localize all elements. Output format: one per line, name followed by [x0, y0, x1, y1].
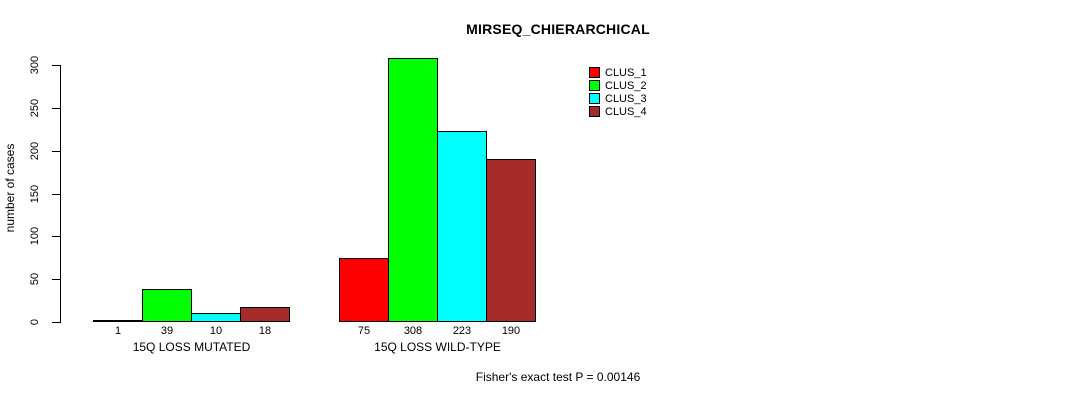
bar-CLUS_1	[93, 320, 143, 322]
bar-value-label: 10	[209, 325, 223, 337]
y-tick-label: 300	[29, 55, 41, 75]
y-tick-mark	[52, 108, 61, 109]
legend-label: CLUS_3	[605, 92, 647, 105]
category-label: 15Q LOSS MUTATED	[132, 340, 251, 354]
y-tick-label: 200	[29, 141, 41, 161]
legend-item: CLUS_2	[589, 79, 647, 92]
bar-CLUS_3	[191, 313, 241, 322]
bar-value-label: 223	[452, 325, 472, 337]
y-tick-label: 250	[29, 98, 41, 118]
bar-value-label: 39	[160, 325, 174, 337]
legend-swatch-icon	[589, 106, 600, 117]
bar-CLUS_4	[240, 307, 290, 322]
legend-label: CLUS_4	[605, 105, 647, 118]
bar-value-label: 1	[114, 325, 122, 337]
legend-swatch-icon	[589, 67, 600, 78]
bar-value-label: 75	[357, 325, 371, 337]
annotation-text: Fisher's exact test P = 0.00146	[475, 370, 641, 384]
y-tick-label: 150	[29, 184, 41, 204]
y-tick-mark	[52, 236, 61, 237]
bar-CLUS_2	[388, 58, 438, 322]
category-label: 15Q LOSS WILD-TYPE	[374, 340, 501, 354]
y-tick-label: 100	[29, 226, 41, 246]
y-tick-mark	[52, 151, 61, 152]
chart-title: MIRSEQ_CHIERARCHICAL	[466, 21, 650, 37]
y-tick-mark	[52, 322, 61, 323]
y-tick-mark	[52, 279, 61, 280]
bar-value-label: 18	[258, 325, 272, 337]
legend-item: CLUS_3	[589, 92, 647, 105]
y-tick-label: 50	[29, 272, 41, 286]
bar-CLUS_2	[142, 289, 192, 322]
bar-value-label: 308	[403, 325, 423, 337]
legend-item: CLUS_1	[589, 66, 647, 79]
bar-value-label: 190	[501, 325, 521, 337]
legend-swatch-icon	[589, 93, 600, 104]
legend-label: CLUS_1	[605, 66, 647, 79]
legend-item: CLUS_4	[589, 105, 647, 118]
bar-CLUS_3	[437, 131, 487, 322]
legend-label: CLUS_2	[605, 79, 647, 92]
y-tick-mark	[52, 65, 61, 66]
legend-swatch-icon	[589, 80, 600, 91]
bar-CLUS_4	[486, 159, 536, 322]
bar-CLUS_1	[339, 258, 389, 322]
legend: CLUS_1 CLUS_2 CLUS_3 CLUS_4	[589, 66, 647, 118]
y-tick-mark	[52, 194, 61, 195]
y-tick-label: 0	[29, 318, 41, 326]
y-axis-label: number of cases	[3, 143, 17, 233]
